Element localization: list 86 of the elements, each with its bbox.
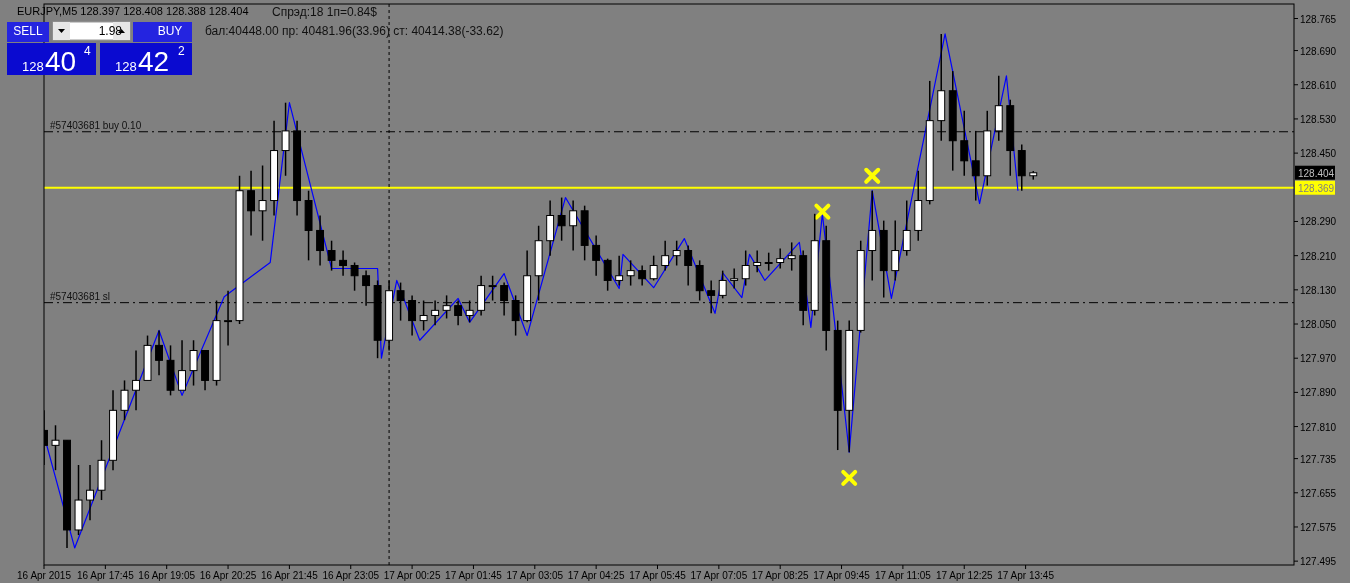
candlestick	[86, 464, 94, 521]
candlestick	[51, 424, 60, 471]
annotation: бал:40448.00 пр: 40481.96(33.96) ст: 40414.38(-33.62)	[205, 24, 504, 38]
candlestick	[787, 241, 796, 272]
chart-title: EURJPY,M5 128.397 128.408 128.388 128.404	[17, 5, 249, 17]
ref-line-label: #57403681 sl	[50, 290, 111, 302]
y-tick-label: 127.655	[1300, 487, 1337, 499]
candlestick	[316, 214, 325, 267]
x-tick-label: 17 Apr 11:05	[874, 570, 932, 581]
annotation: 2	[178, 44, 185, 58]
candlestick	[776, 247, 785, 270]
x-tick-label: 17 Apr 03:05	[506, 570, 564, 581]
annotation: Спрэд:18 1п=0.84$	[272, 5, 378, 19]
candlestick	[132, 349, 140, 412]
candlestick	[753, 249, 762, 274]
y-tick-label: 128.450	[1300, 148, 1337, 160]
text: 128	[22, 59, 44, 74]
candlestick	[488, 274, 497, 302]
y-tick-label: 127.890	[1300, 387, 1337, 399]
x-tick-label: 17 Apr 04:25	[567, 570, 625, 581]
annotation: 4	[84, 44, 91, 58]
ref-line-label: 128.369	[1298, 182, 1335, 194]
x-tick-label: 16 Apr 17:45	[76, 570, 135, 581]
y-tick-label: 128.210	[1300, 250, 1337, 262]
y-tick-label: 128.765	[1300, 13, 1337, 25]
candlestick	[327, 239, 336, 272]
x-tick-label: 17 Apr 07:05	[690, 570, 748, 581]
candlestick	[603, 257, 612, 292]
y-tick-label: 127.495	[1300, 556, 1337, 568]
candlestick	[189, 339, 198, 387]
candlestick	[155, 329, 163, 377]
candlestick	[672, 239, 681, 267]
candlestick	[684, 244, 693, 287]
point	[841, 469, 858, 486]
candlestick	[626, 259, 635, 287]
y-tick-label: 128.610	[1300, 79, 1337, 91]
y-tick-label: 128.690	[1300, 45, 1337, 57]
annotation: 40	[45, 46, 77, 77]
x-tick-label: 16 Apr 20:25	[199, 570, 257, 581]
candlestick	[615, 254, 624, 287]
y-tick-label: 128.530	[1300, 113, 1337, 125]
candlestick	[120, 379, 129, 421]
candlestick	[178, 339, 186, 391]
x-tick-label: 17 Apr 05:45	[629, 570, 687, 581]
candlestick	[339, 249, 348, 277]
y-tick-label: 127.735	[1300, 453, 1337, 465]
y-tick-label: 128.050	[1300, 319, 1337, 331]
annotation: 42	[138, 46, 170, 77]
candlestick	[902, 199, 911, 257]
point	[864, 167, 881, 184]
point	[814, 203, 831, 220]
text: SELL	[13, 24, 43, 38]
text: 128.404	[1298, 167, 1335, 179]
ref-line-label: #57403681 buy 0.10	[50, 119, 142, 131]
candlestick	[741, 249, 750, 287]
x-tick-label: 17 Apr 12:25	[935, 570, 994, 581]
candlestick	[247, 169, 256, 237]
candlestick	[891, 219, 900, 282]
y-tick-label: 128.290	[1300, 216, 1337, 228]
candlestick	[718, 269, 727, 300]
x-tick-label: 17 Apr 13:45	[997, 570, 1055, 581]
candlestick	[868, 189, 877, 282]
y-tick-label: 127.970	[1300, 353, 1337, 365]
x-tick-label: 16 Apr 21:45	[261, 570, 319, 581]
candlestick	[592, 234, 601, 277]
y-tick-label: 128.130	[1300, 284, 1337, 296]
annotation: 128	[115, 59, 137, 74]
x-tick-label: 17 Apr 00:25	[383, 570, 441, 581]
candlestick	[638, 264, 647, 287]
candlestick	[557, 196, 566, 242]
candlestick	[569, 199, 578, 252]
candlestick	[730, 267, 739, 290]
x-tick-label: 17 Apr 08:25	[751, 570, 809, 581]
annotation: 1.98	[98, 24, 123, 38]
x-tick-label: 16 Apr 19:05	[138, 570, 196, 581]
y-tick-label: 127.575	[1300, 521, 1337, 533]
candlestick	[661, 239, 670, 272]
x-tick-label: 16 Apr 2015	[17, 570, 72, 581]
candlestick	[350, 261, 359, 292]
x-tick-label: 16 Apr 23:05	[322, 570, 380, 581]
x-tick-label: 17 Apr 09:45	[813, 570, 871, 581]
candlestick	[649, 254, 658, 282]
candlestick	[258, 164, 267, 242]
y-tick-label: 127.810	[1300, 421, 1337, 433]
annotation: BUY	[157, 24, 183, 38]
x-tick-label: 17 Apr 01:45	[445, 570, 503, 581]
